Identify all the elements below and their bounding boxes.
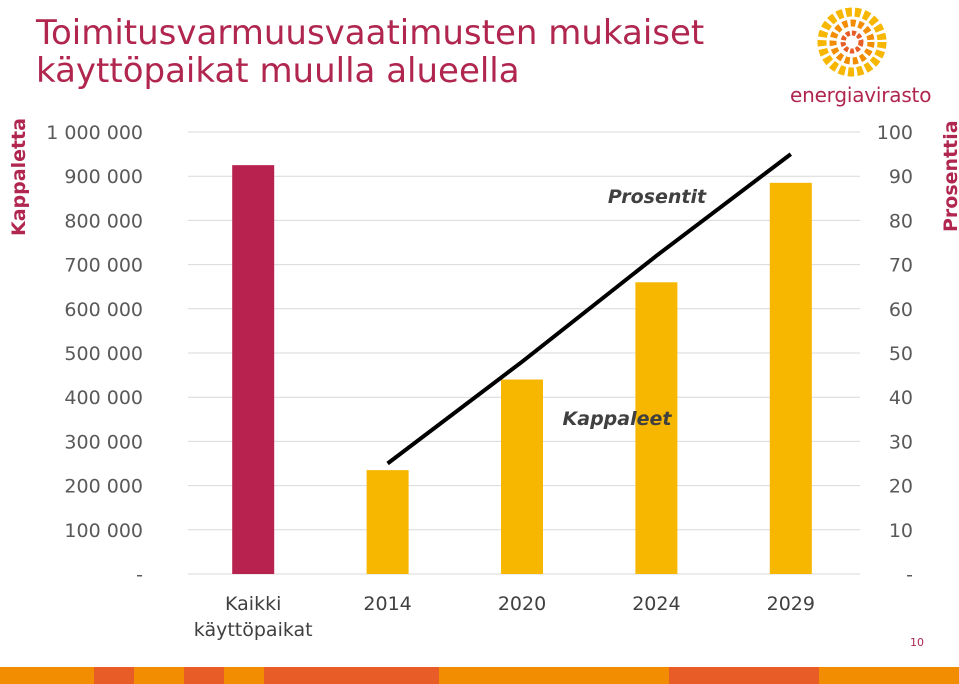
category-label: 2024: [632, 593, 680, 615]
left-tick-label: 700 000: [64, 255, 143, 277]
footer-segment: [439, 667, 669, 684]
footer-segment: [669, 667, 819, 684]
footer-segment: [134, 667, 184, 684]
bar: [635, 282, 678, 574]
right-tick-label: 30: [889, 431, 913, 453]
category-label: Kaikki: [225, 593, 281, 615]
annotation-label: Kappaleet: [563, 408, 673, 430]
page-title: Toimitusvarmuusvaatimusten mukaiset käyt…: [36, 14, 776, 90]
right-tick-label: 50: [889, 343, 913, 365]
right-tick-label: 90: [889, 166, 913, 188]
left-tick-label: 100 000: [64, 520, 143, 542]
combo-chart: - - 100 000 10 200 000 20 300 000 30 400 000 40 50…: [46, 122, 913, 641]
line-series-prosentit: [386, 152, 793, 466]
right-tick-label: 20: [889, 476, 913, 498]
left-tick-label: 500 000: [64, 343, 143, 365]
bar: [501, 379, 543, 574]
right-tick-label: 60: [889, 299, 913, 321]
left-tick-label: 200 000: [64, 476, 143, 498]
left-tick-label: -: [136, 564, 143, 586]
bar: [769, 182, 812, 574]
footer-segment: [0, 667, 94, 684]
page-number: 10: [910, 636, 924, 649]
left-tick-label: 300 000: [64, 431, 143, 453]
title-line-2: käyttöpaikat muulla alueella: [36, 51, 520, 91]
right-tick-label: 100: [877, 122, 913, 144]
logo-text: energiavirasto: [790, 83, 932, 107]
left-tick-label: 400 000: [64, 387, 143, 409]
bar: [232, 165, 275, 574]
energiavirasto-logo-icon: [817, 7, 887, 77]
left-tick-label: 900 000: [64, 166, 143, 188]
right-tick-label: 40: [889, 387, 913, 409]
footer-segment: [819, 667, 959, 684]
right-tick-label: 80: [889, 210, 913, 232]
right-tick-label: -: [906, 564, 913, 586]
footer-segment: [94, 667, 134, 684]
footer-segment: [224, 667, 264, 684]
title-line-1: Toimitusvarmuusvaatimusten mukaiset: [36, 13, 705, 53]
footer-segment: [184, 667, 224, 684]
left-tick-label: 1 000 000: [46, 122, 143, 144]
left-tick-label: 800 000: [64, 210, 143, 232]
category-label: käyttöpaikat: [194, 619, 313, 641]
right-tick-label: 70: [889, 255, 913, 277]
right-tick-label: 10: [889, 520, 913, 542]
category-label: 2020: [498, 593, 546, 615]
bar: [366, 470, 409, 574]
category-label: 2029: [767, 593, 815, 615]
footer-segment: [264, 667, 439, 684]
footer-color-strip: [0, 667, 959, 684]
annotation-label: Prosentit: [608, 186, 707, 208]
left-tick-label: 600 000: [64, 299, 143, 321]
category-label: 2014: [363, 593, 411, 615]
